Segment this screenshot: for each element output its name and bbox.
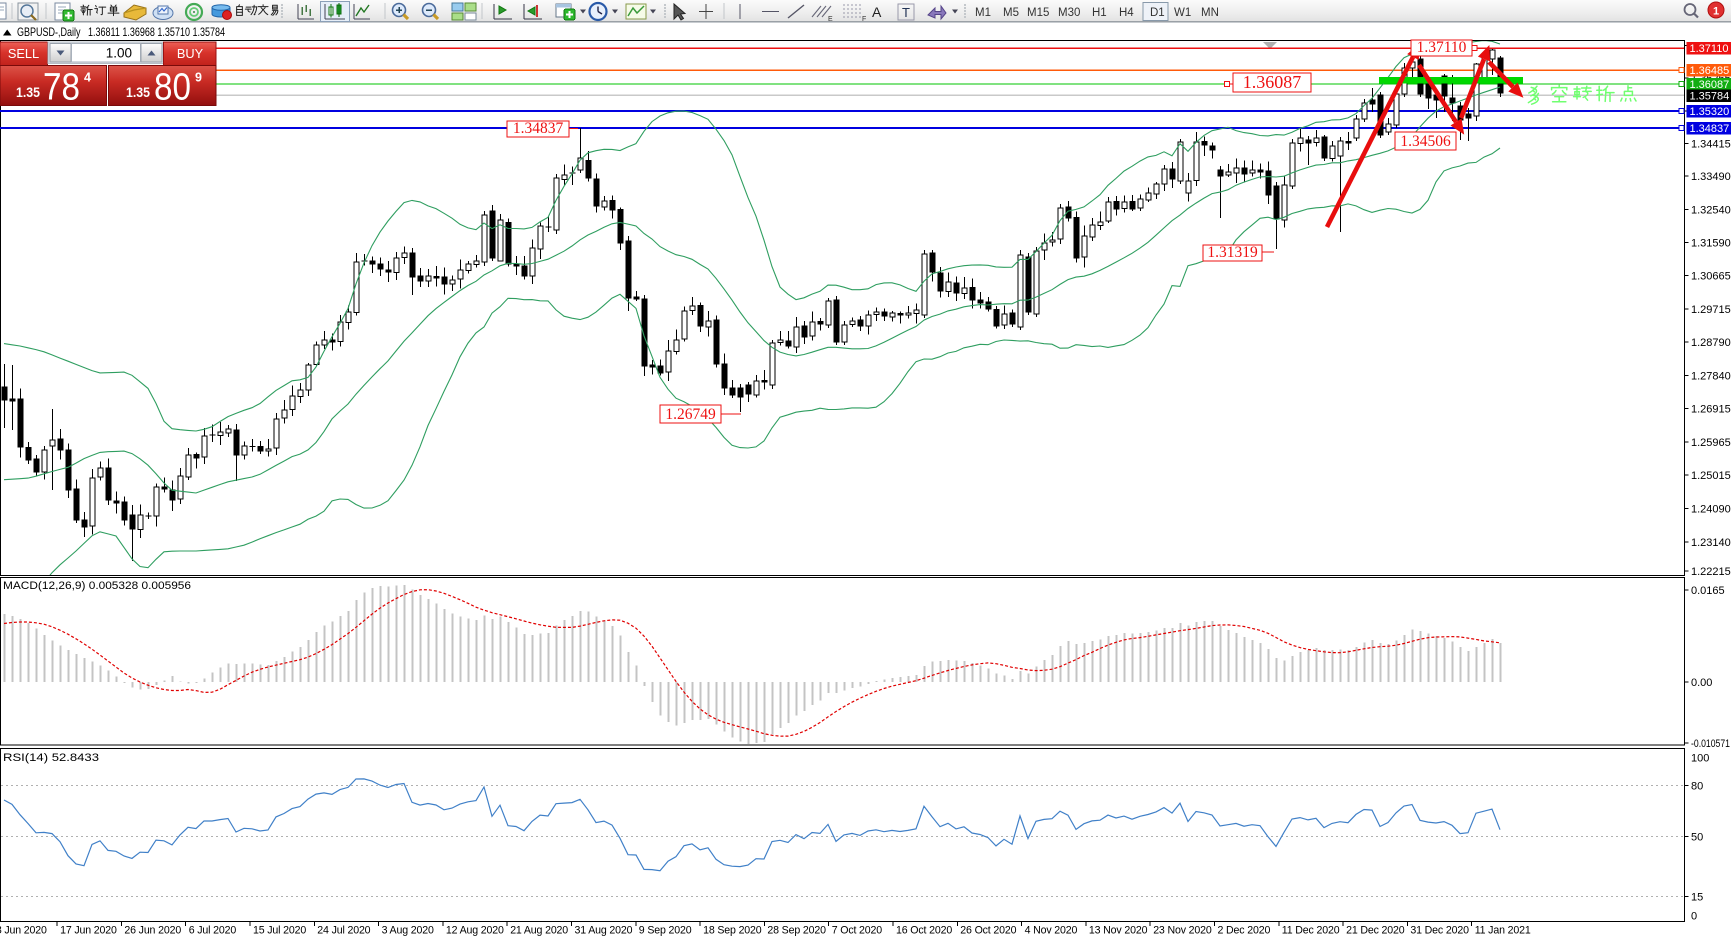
svg-text:50: 50	[1691, 832, 1703, 844]
svg-text:12 Aug 2020: 12 Aug 2020	[446, 925, 504, 937]
svg-text:1.27840: 1.27840	[1691, 371, 1731, 383]
svg-text:31 Dec 2020: 31 Dec 2020	[1410, 925, 1469, 937]
svg-text:1.31319: 1.31319	[1207, 244, 1258, 261]
svg-text:H1: H1	[1092, 7, 1107, 19]
svg-text:1.35320: 1.35320	[1690, 106, 1730, 118]
svg-text:26 Jun 2020: 26 Jun 2020	[124, 925, 181, 937]
svg-text:0: 0	[1691, 911, 1697, 923]
svg-text:1.25015: 1.25015	[1691, 470, 1731, 482]
svg-text:18 Sep 2020: 18 Sep 2020	[703, 925, 762, 937]
svg-text:31 Aug 2020: 31 Aug 2020	[575, 925, 633, 937]
svg-text:80: 80	[154, 67, 191, 109]
svg-text:11 Dec 2020: 11 Dec 2020	[1282, 925, 1340, 937]
svg-text:1.33490: 1.33490	[1691, 171, 1731, 183]
svg-text:15 Jul 2020: 15 Jul 2020	[253, 925, 306, 937]
svg-text:1.35: 1.35	[16, 84, 40, 100]
svg-text:SELL: SELL	[8, 46, 39, 61]
svg-text:1.00: 1.00	[106, 46, 132, 61]
svg-text:80: 80	[1691, 781, 1703, 793]
svg-text:M5: M5	[1003, 7, 1019, 19]
svg-text:1.34837: 1.34837	[513, 120, 564, 137]
svg-text:1.36485: 1.36485	[1690, 65, 1730, 77]
svg-text:1.31590: 1.31590	[1691, 238, 1731, 250]
svg-text:8 Jun 2020: 8 Jun 2020	[0, 925, 47, 937]
svg-text:M15: M15	[1027, 7, 1049, 19]
svg-text:1.37110: 1.37110	[1690, 43, 1729, 55]
svg-text:11 Jan 2021: 11 Jan 2021	[1475, 925, 1531, 937]
svg-text:28 Sep 2020: 28 Sep 2020	[767, 925, 826, 937]
svg-text:1.35: 1.35	[126, 84, 150, 100]
svg-text:A: A	[872, 4, 882, 20]
svg-text:1.26749: 1.26749	[665, 406, 716, 423]
svg-text:0.0165: 0.0165	[1691, 585, 1725, 597]
svg-text:1.29715: 1.29715	[1691, 304, 1731, 316]
svg-text:M30: M30	[1058, 7, 1080, 19]
svg-text:1.24090: 1.24090	[1691, 504, 1731, 516]
svg-text:21 Dec 2020: 21 Dec 2020	[1346, 925, 1405, 937]
svg-text:6 Jul 2020: 6 Jul 2020	[189, 925, 237, 937]
svg-text:1.22215: 1.22215	[1691, 566, 1731, 578]
svg-text:1.35784: 1.35784	[1690, 91, 1730, 103]
svg-text:3 Aug 2020: 3 Aug 2020	[382, 925, 434, 937]
svg-text:RSI(14) 52.8433: RSI(14) 52.8433	[3, 752, 99, 764]
svg-text:9 Sep 2020: 9 Sep 2020	[639, 925, 692, 937]
svg-text:1.32540: 1.32540	[1691, 205, 1731, 217]
svg-text:23 Nov 2020: 23 Nov 2020	[1153, 925, 1212, 937]
svg-text:1.36087: 1.36087	[1243, 72, 1302, 92]
svg-text:H4: H4	[1119, 7, 1134, 19]
svg-text:100: 100	[1691, 753, 1709, 765]
svg-text:T: T	[902, 5, 910, 20]
svg-text:1.30665: 1.30665	[1691, 271, 1731, 283]
svg-text:1.34415: 1.34415	[1691, 139, 1731, 151]
svg-text:7 Oct 2020: 7 Oct 2020	[832, 925, 883, 937]
svg-text:78: 78	[43, 67, 80, 109]
svg-text:0.00: 0.00	[1691, 677, 1712, 689]
svg-text:W1: W1	[1174, 7, 1191, 19]
svg-text:1.26915: 1.26915	[1691, 404, 1731, 416]
svg-text:26 Oct 2020: 26 Oct 2020	[960, 925, 1016, 937]
svg-text:1.23140: 1.23140	[1691, 537, 1731, 549]
svg-text:MACD(12,26,9) 0.005328 0.00595: MACD(12,26,9) 0.005328 0.005956	[3, 580, 191, 592]
svg-text:M1: M1	[975, 7, 991, 19]
svg-text:4: 4	[84, 71, 91, 85]
svg-text:1.34506: 1.34506	[1400, 133, 1451, 150]
svg-text:16 Oct 2020: 16 Oct 2020	[896, 925, 952, 937]
svg-text:1.34837: 1.34837	[1690, 123, 1730, 135]
svg-text:21 Aug 2020: 21 Aug 2020	[510, 925, 568, 937]
svg-text:D1: D1	[1150, 7, 1165, 19]
svg-text:4 Nov 2020: 4 Nov 2020	[1025, 925, 1078, 937]
svg-text:BUY: BUY	[177, 46, 204, 61]
svg-text:2 Dec 2020: 2 Dec 2020	[1218, 925, 1271, 937]
svg-text:E: E	[828, 16, 833, 23]
svg-text:24 Jul 2020: 24 Jul 2020	[317, 925, 370, 937]
svg-text:9: 9	[195, 71, 202, 85]
svg-text:F: F	[862, 16, 866, 23]
svg-text:15: 15	[1691, 892, 1703, 904]
svg-text:17 Jun 2020: 17 Jun 2020	[60, 925, 117, 937]
svg-text:1.37110: 1.37110	[1417, 39, 1467, 56]
svg-text:13 Nov 2020: 13 Nov 2020	[1089, 925, 1148, 937]
svg-text:1.36087: 1.36087	[1690, 79, 1730, 91]
svg-text:-0.010571: -0.010571	[1691, 738, 1730, 750]
svg-text:1: 1	[1713, 6, 1719, 18]
svg-text:MN: MN	[1201, 7, 1219, 19]
svg-text:1.25965: 1.25965	[1691, 437, 1731, 449]
svg-text:GBPUSD-,Daily 1.36811 1.3696: GBPUSD-,Daily 1.36811 1.36968 1.35710 1.…	[17, 25, 225, 39]
svg-text:1.28790: 1.28790	[1691, 337, 1731, 349]
